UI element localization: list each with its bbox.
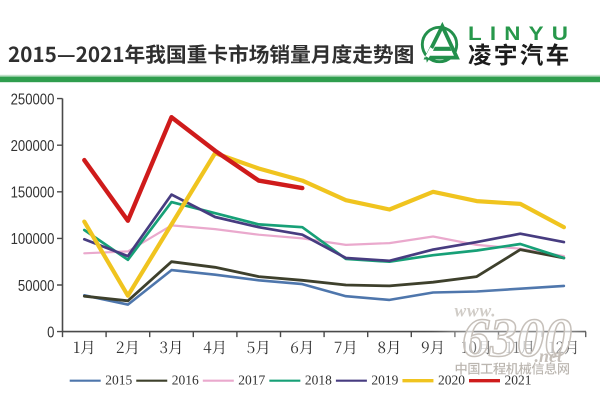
svg-text:LINYU: LINYU [468,23,576,44]
svg-text:2015: 2015 [105,372,132,387]
svg-text:2017: 2017 [238,372,265,387]
svg-text:50000: 50000 [18,278,54,295]
svg-text:0: 0 [47,324,54,341]
svg-text:www.: www. [455,301,497,321]
svg-text:250000: 250000 [11,91,55,108]
svg-text:100000: 100000 [11,231,55,248]
svg-text:150000: 150000 [11,184,55,201]
svg-text:2016: 2016 [172,372,199,387]
svg-text:.net: .net [535,346,564,366]
svg-text:2020: 2020 [438,372,465,387]
svg-text:200000: 200000 [11,138,55,155]
svg-text:2018: 2018 [305,372,332,387]
svg-text:6300: 6300 [462,307,572,368]
svg-text:2021: 2021 [505,372,532,387]
svg-text:2019: 2019 [371,372,398,387]
